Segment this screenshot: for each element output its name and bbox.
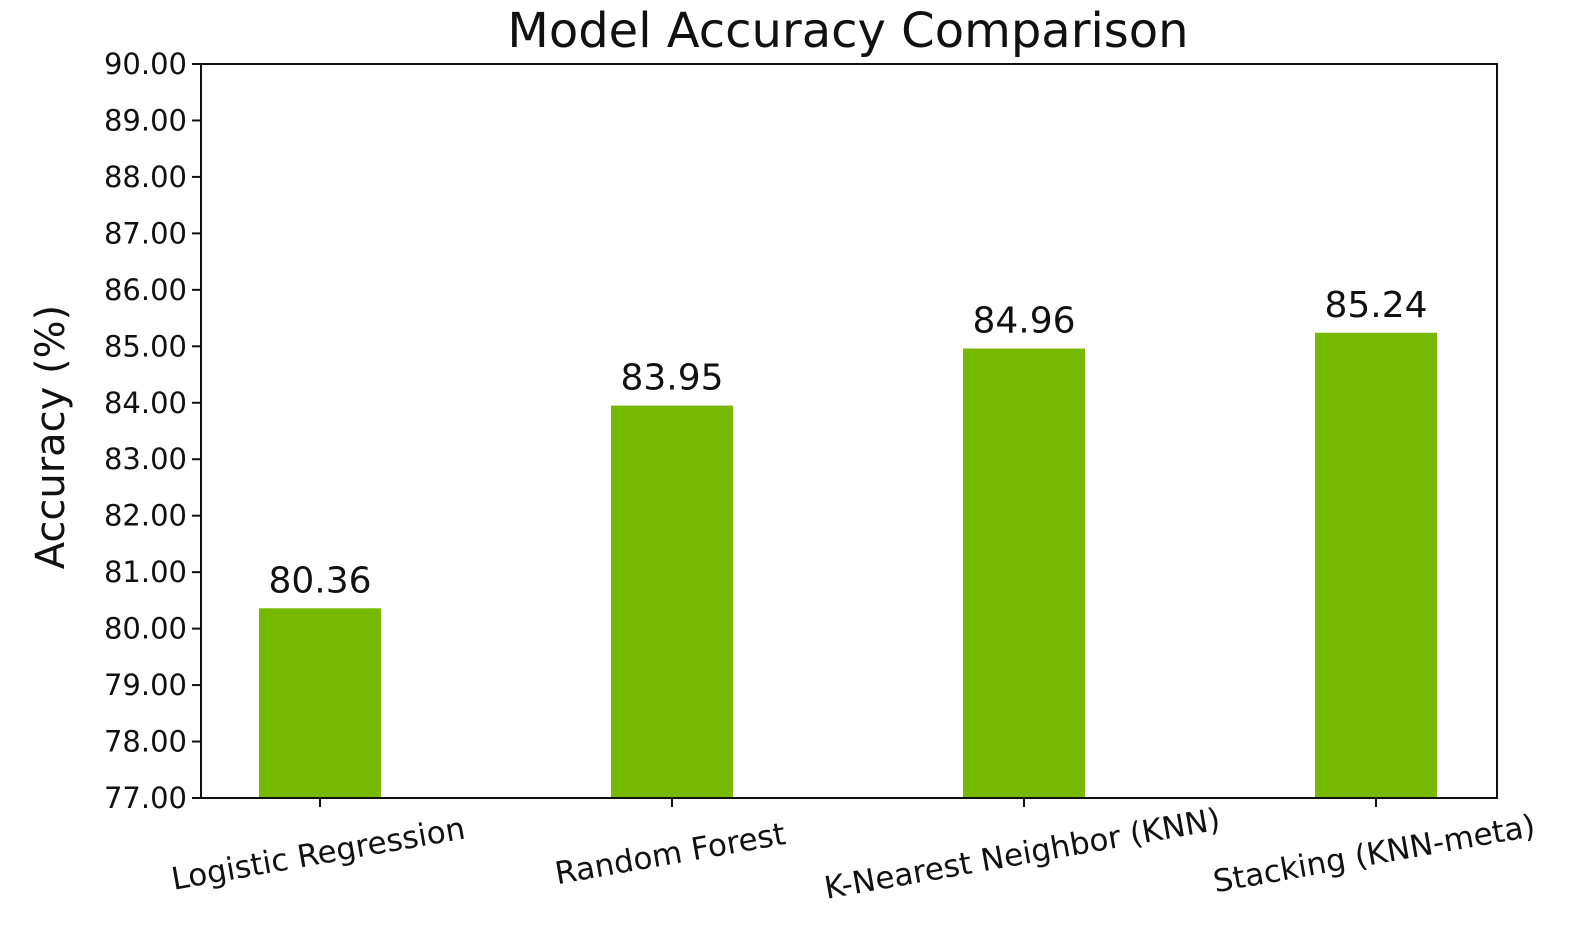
bar bbox=[1315, 332, 1437, 798]
y-tick-label: 78.00 bbox=[104, 725, 187, 759]
y-tick-label: 81.00 bbox=[104, 555, 187, 589]
y-tick-label: 77.00 bbox=[104, 781, 187, 815]
bar-value-label: 83.95 bbox=[620, 358, 723, 399]
y-axis-label: Accuracy (%) bbox=[28, 305, 74, 570]
x-tick-label: K-Nearest Neighbor (KNN) bbox=[822, 802, 1223, 907]
y-tick-label: 84.00 bbox=[104, 386, 187, 420]
bar-value-label: 85.24 bbox=[1324, 285, 1427, 326]
x-tick-label: Random Forest bbox=[552, 816, 788, 892]
y-tick-label: 79.00 bbox=[104, 668, 187, 702]
bar-value-label: 80.36 bbox=[268, 560, 371, 601]
bar bbox=[259, 608, 381, 798]
y-tick-label: 82.00 bbox=[104, 499, 187, 533]
y-tick-label: 85.00 bbox=[104, 329, 187, 363]
x-tick-label: Logistic Regression bbox=[169, 811, 468, 898]
y-tick-label: 83.00 bbox=[104, 442, 187, 476]
y-tick-label: 86.00 bbox=[104, 273, 187, 307]
bar-value-label: 84.96 bbox=[972, 301, 1075, 342]
plot-area: 77.00 78.00 79.00 80.00 81.00 82.00 83.00 84.00… bbox=[104, 47, 1538, 907]
bar bbox=[963, 348, 1085, 798]
plot-frame bbox=[200, 63, 1498, 799]
x-tick-label: Stacking (KNN-meta) bbox=[1211, 808, 1538, 900]
y-tick-label: 89.00 bbox=[104, 103, 187, 137]
bar bbox=[611, 405, 733, 798]
y-tick-label: 90.00 bbox=[104, 47, 187, 81]
chart-title: Model Accuracy Comparison bbox=[507, 3, 1188, 59]
y-tick-label: 88.00 bbox=[104, 160, 187, 194]
y-tick-label: 80.00 bbox=[104, 612, 187, 646]
y-tick-label: 87.00 bbox=[104, 216, 187, 250]
